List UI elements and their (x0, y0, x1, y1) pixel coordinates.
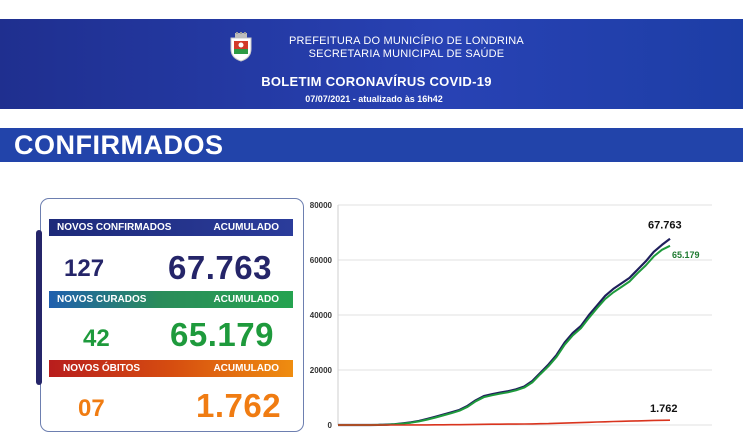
curados-acumulado-label: ACUMULADO (213, 294, 279, 305)
stats-panel (40, 198, 304, 432)
obitos-acumulado-label: ACUMULADO (213, 363, 279, 374)
y-tick-label: 0 (328, 421, 333, 430)
section-title: CONFIRMADOS (14, 130, 224, 160)
y-tick-label: 60000 (310, 256, 333, 265)
bulletin-date: 07/07/2021 - atualizado às 16h42 (305, 94, 443, 104)
y-tick-label: 80000 (310, 201, 333, 210)
series-end-label: 67.763 (648, 220, 682, 232)
confirmados-acumulado-label: ACUMULADO (213, 222, 279, 233)
confirmados-acumulado-value: 67.763 (168, 249, 272, 286)
municipal-coat-of-arms-icon (230, 32, 252, 62)
bulletin-header: PREFEITURA DO MUNICÍPIO DE LONDRINA SECR… (0, 19, 743, 109)
cumulative-cases-chart: 0 20000 40000 60000 80000 67.763 65.179 1.762 (310, 201, 712, 430)
header-prefeitura: PREFEITURA DO MUNICÍPIO DE LONDRINA (289, 35, 524, 47)
series-end-label: 65.179 (672, 250, 700, 260)
obitos-label-bar: NOVOS ÓBITOS ACUMULADO (49, 360, 293, 377)
novos-confirmados-label: NOVOS CONFIRMADOS (57, 222, 172, 233)
series-end-label: 1.762 (650, 403, 678, 415)
section-bar: CONFIRMADOS (0, 128, 743, 162)
series-line (338, 237, 671, 427)
panel-accent-bar (36, 230, 42, 385)
header-secretaria: SECRETARIA MUNICIPAL DE SAÚDE (308, 48, 505, 60)
confirmados-label-bar: NOVOS CONFIRMADOS ACUMULADO (49, 219, 293, 236)
novos-obitos-value: 07 (78, 395, 105, 422)
obitos-acumulado-value: 1.762 (196, 387, 282, 424)
bulletin-title: BOLETIM CORONAVÍRUS COVID-19 (261, 74, 492, 89)
y-tick-label: 20000 (310, 366, 333, 375)
novos-confirmados-value: 127 (64, 255, 105, 282)
curados-label-bar: NOVOS CURADOS ACUMULADO (49, 291, 293, 308)
novos-obitos-label: NOVOS ÓBITOS (63, 363, 141, 374)
series-line (338, 419, 671, 426)
novos-curados-value: 42 (83, 325, 110, 352)
curados-acumulado-value: 65.179 (170, 316, 274, 353)
series-line (338, 244, 671, 426)
y-tick-label: 40000 (310, 311, 333, 320)
novos-curados-label: NOVOS CURADOS (57, 294, 147, 305)
